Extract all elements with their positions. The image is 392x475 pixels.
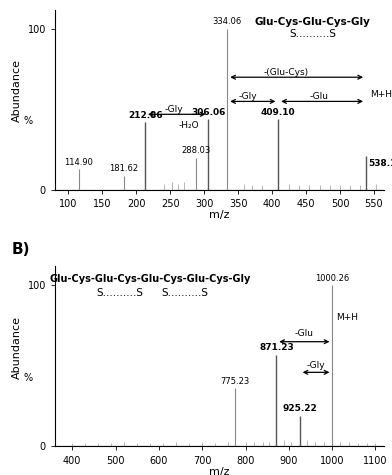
Text: -Glu: -Glu [294, 329, 314, 338]
Text: M+H: M+H [336, 313, 358, 322]
Text: -Gly: -Gly [307, 361, 325, 371]
Text: Abundance: Abundance [12, 316, 22, 379]
Text: 538.14: 538.14 [368, 160, 392, 169]
Text: M+H: M+H [370, 90, 392, 99]
Text: 871.23: 871.23 [259, 343, 294, 352]
Text: 1000.26: 1000.26 [315, 274, 349, 283]
X-axis label: m/z: m/z [209, 467, 230, 475]
Text: %: % [24, 116, 33, 126]
Text: Abundance: Abundance [12, 59, 22, 122]
Text: -Gly: -Gly [239, 92, 258, 101]
Text: 306.06: 306.06 [191, 108, 225, 117]
Text: -H₂O: -H₂O [179, 121, 200, 130]
Text: 775.23: 775.23 [220, 377, 249, 386]
X-axis label: m/z: m/z [209, 210, 230, 220]
Text: 181.62: 181.62 [109, 164, 138, 173]
Text: 288.03: 288.03 [181, 146, 211, 155]
Text: 925.22: 925.22 [282, 404, 317, 413]
Text: -Gly: -Gly [164, 105, 183, 114]
Text: 409.10: 409.10 [261, 108, 296, 117]
Text: -(Glu-Cys): -(Glu-Cys) [263, 68, 308, 77]
Text: 212.86: 212.86 [128, 111, 162, 120]
Text: Glu-Cys-Glu-Cys-Gly: Glu-Cys-Glu-Cys-Gly [255, 18, 371, 28]
Text: 114.90: 114.90 [64, 158, 93, 167]
Text: B): B) [12, 242, 31, 257]
Text: S..........S: S..........S [162, 288, 209, 298]
Text: -Glu: -Glu [309, 92, 328, 101]
Text: 334.06: 334.06 [213, 18, 242, 27]
Text: S..........S: S..........S [96, 288, 143, 298]
Text: %: % [24, 373, 33, 383]
Text: S..........S: S..........S [289, 28, 336, 38]
Text: Glu-Cys-Glu-Cys-Glu-Cys-Glu-Cys-Gly: Glu-Cys-Glu-Cys-Glu-Cys-Glu-Cys-Gly [49, 274, 251, 284]
